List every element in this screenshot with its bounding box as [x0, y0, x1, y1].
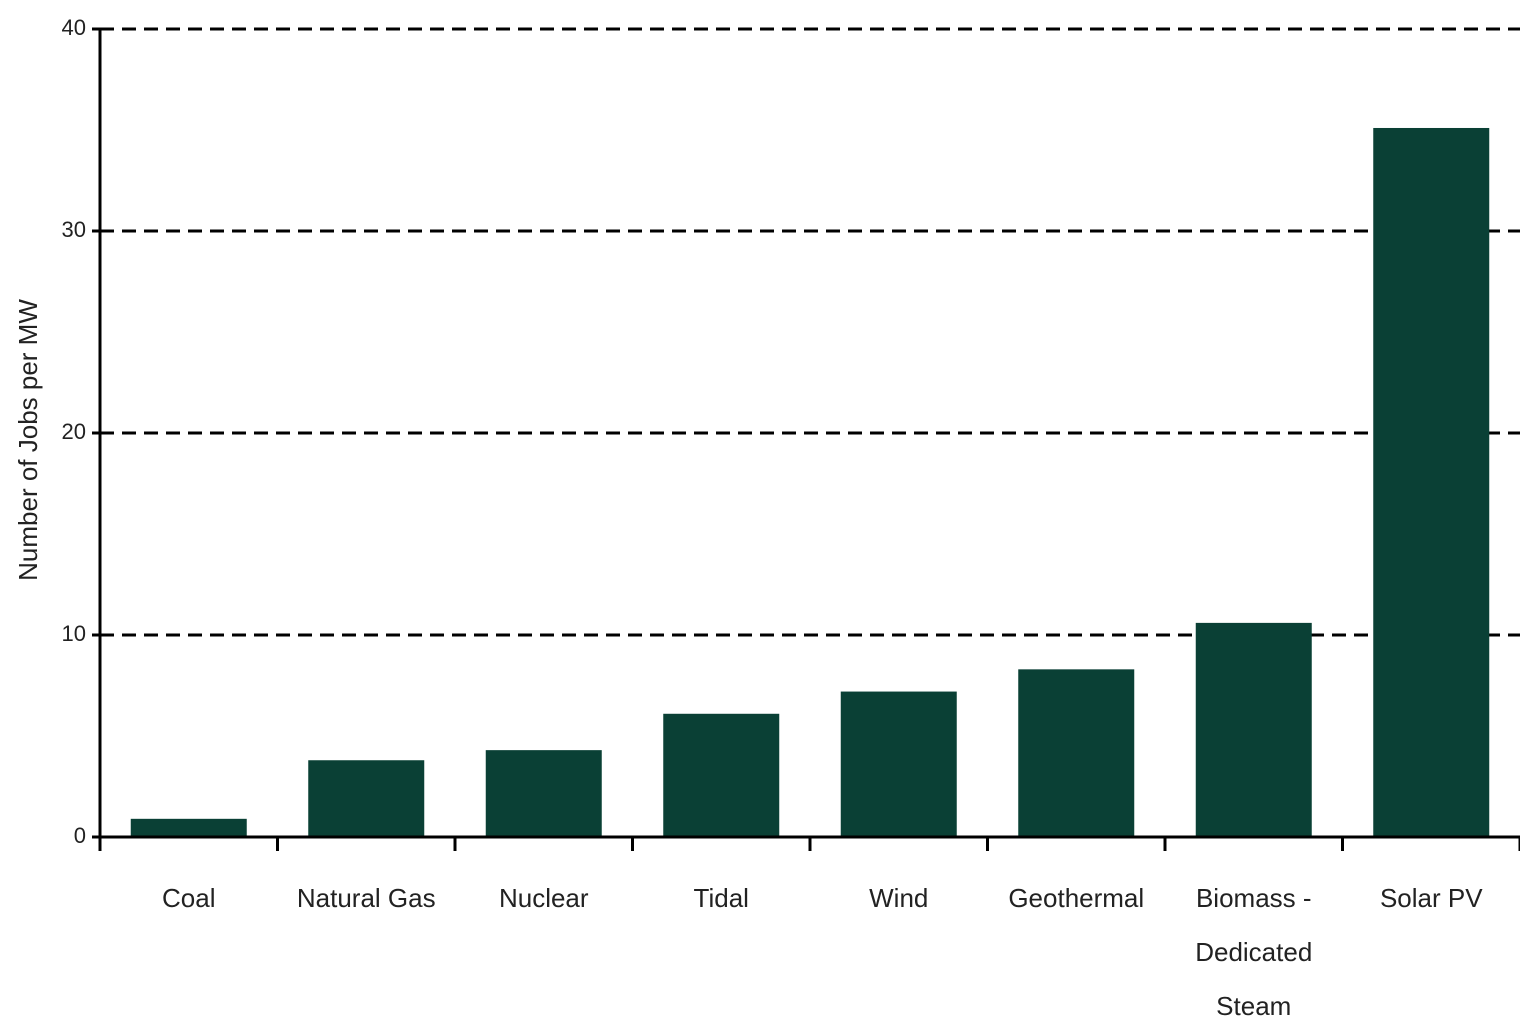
y-tick-label: 40 — [62, 15, 86, 40]
x-tick-label: Nuclear — [499, 883, 589, 913]
bar — [130, 818, 247, 837]
bar — [308, 760, 425, 837]
bar — [840, 691, 957, 837]
y-tick-label: 20 — [62, 419, 86, 444]
y-tick-label: 0 — [74, 823, 86, 848]
x-tick-label: Tidal — [694, 883, 749, 913]
x-tick-label: Geothermal — [1008, 883, 1144, 913]
bar — [1018, 669, 1135, 837]
y-axis-title: Number of Jobs per MW — [13, 299, 43, 581]
y-tick-label: 10 — [62, 621, 86, 646]
x-tick-label: Wind — [869, 883, 928, 913]
x-tick-label: Natural Gas — [297, 883, 436, 913]
y-tick-label: 30 — [62, 217, 86, 242]
x-tick-label: Solar PV — [1380, 883, 1483, 913]
x-tick-label: Coal — [162, 883, 215, 913]
bar — [663, 713, 780, 837]
x-tick-label: Biomass -Dedicated Steam — [1195, 883, 1312, 1021]
bar — [1373, 127, 1490, 838]
bar — [1195, 622, 1312, 837]
bar — [485, 750, 602, 837]
